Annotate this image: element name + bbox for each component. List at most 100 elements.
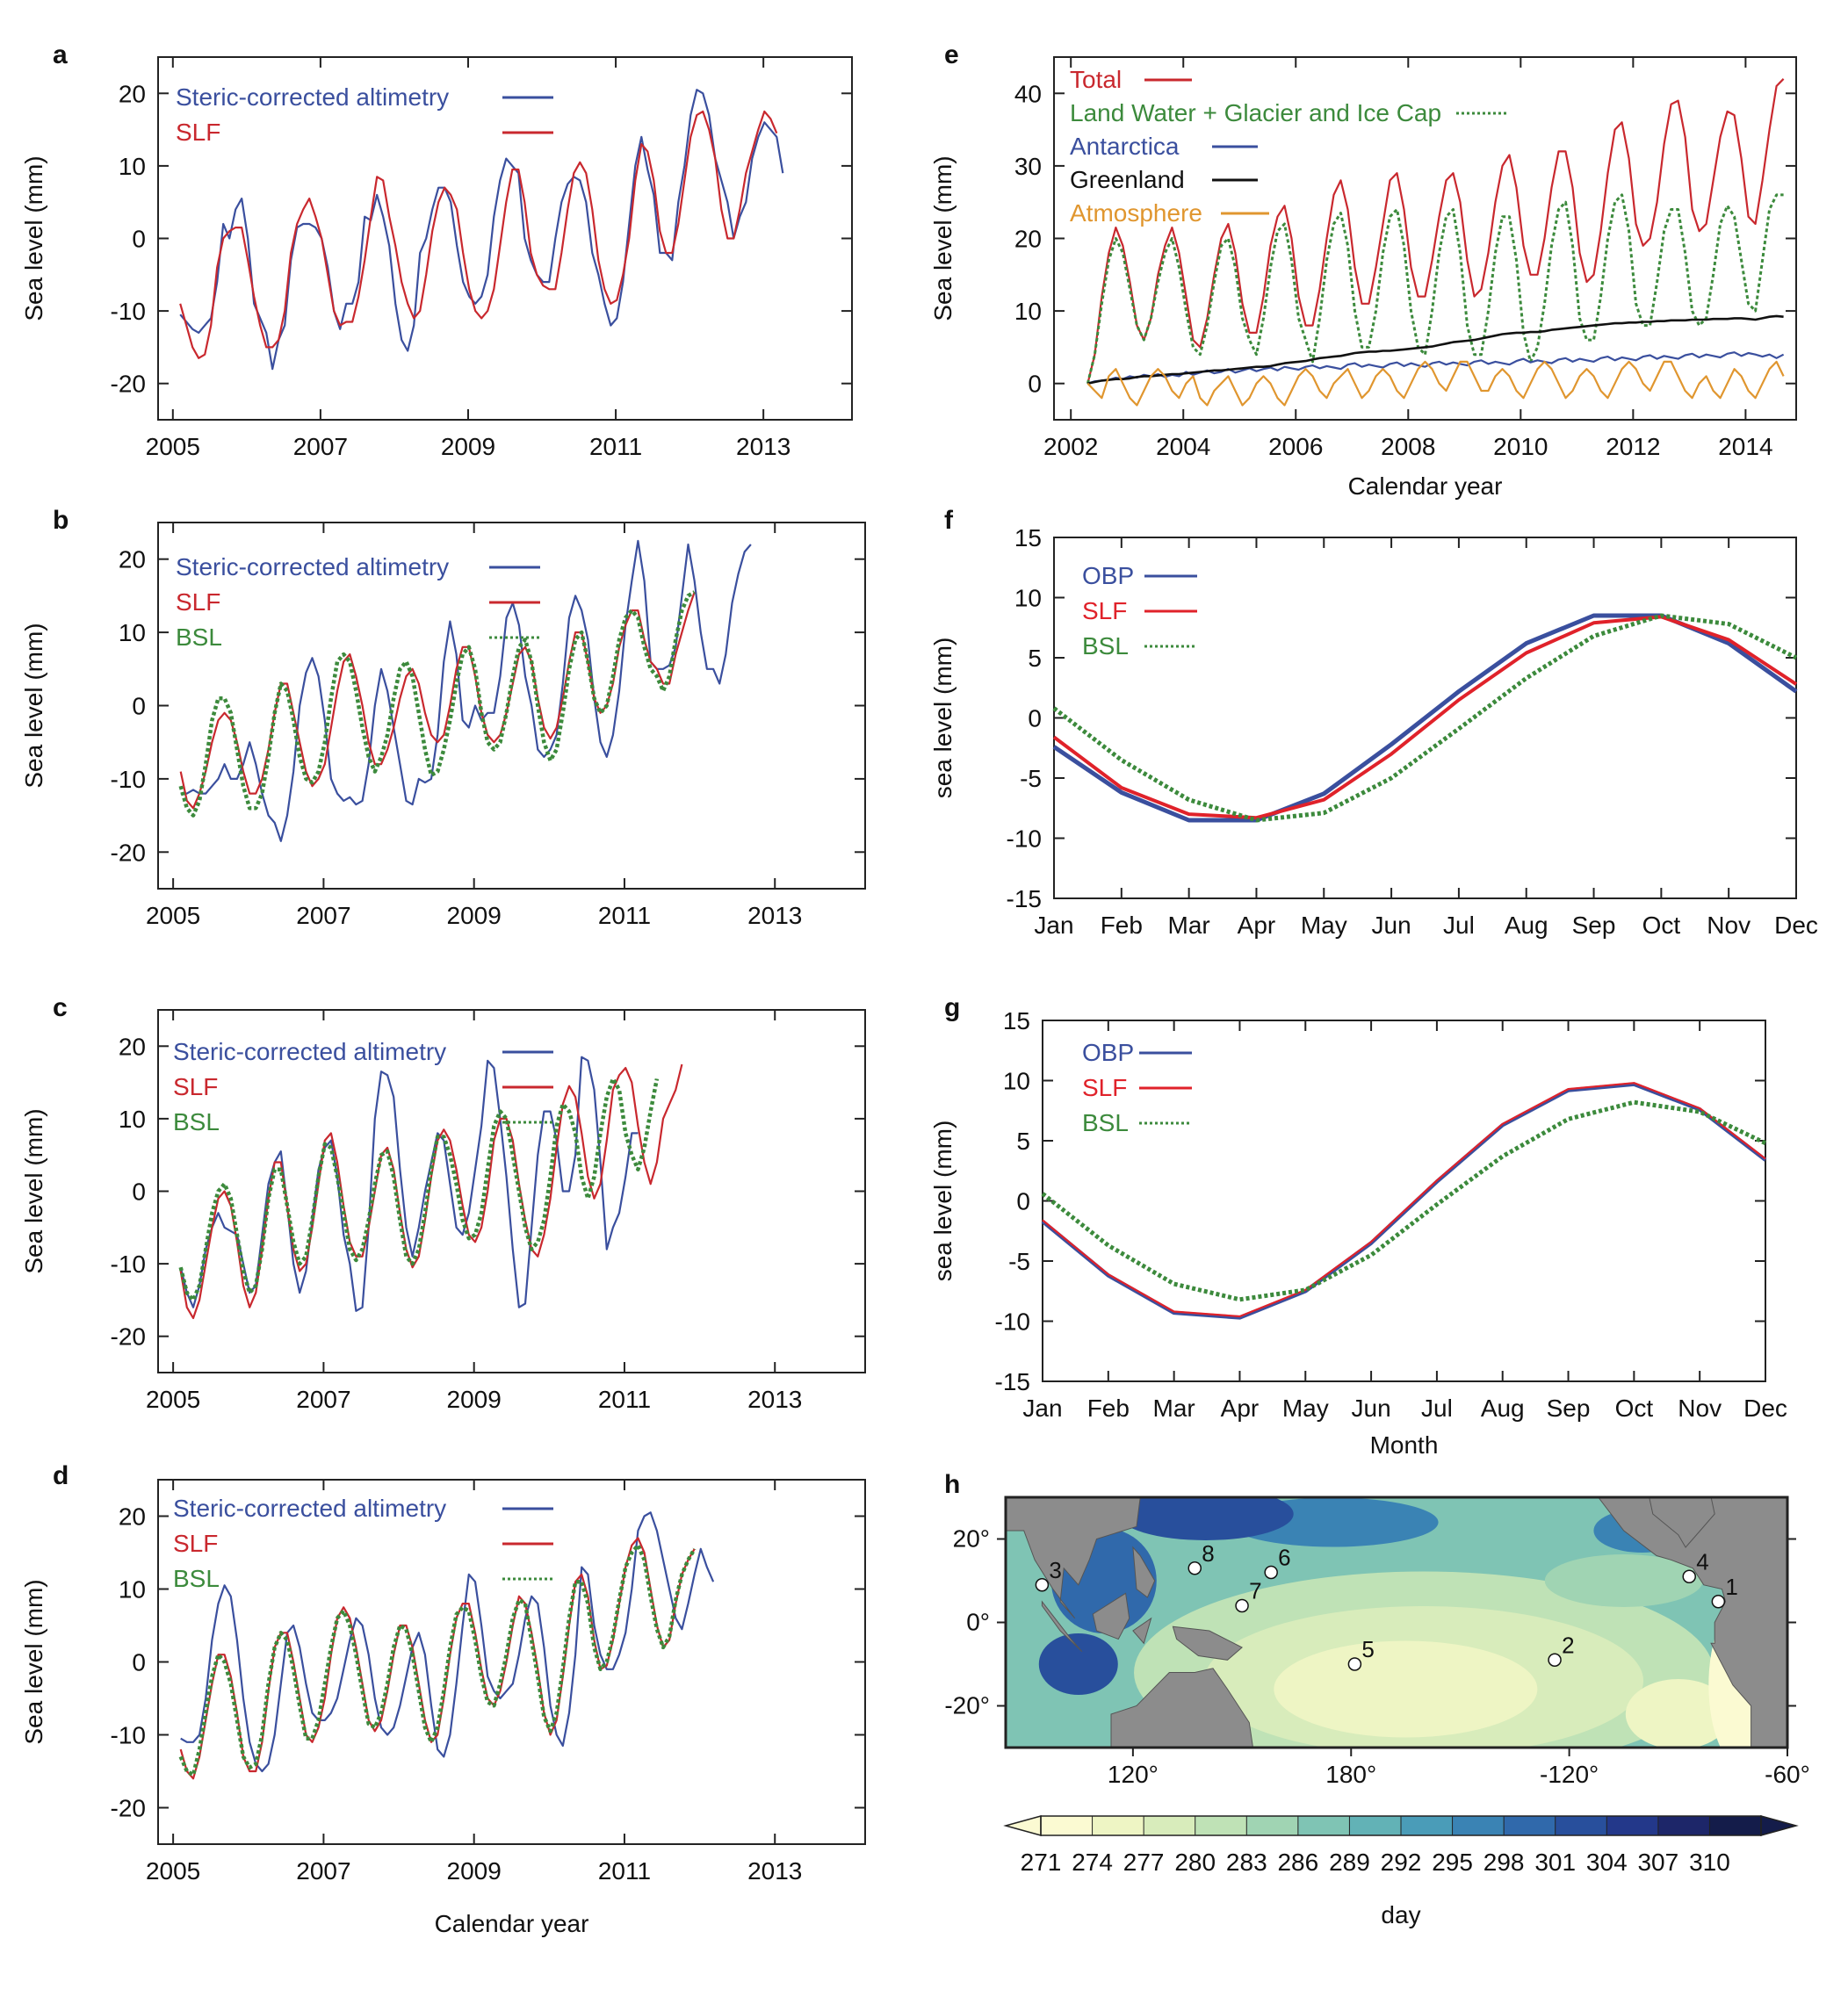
x-tick-label: 2011	[598, 1857, 651, 1885]
x-tick-label: 2007	[293, 433, 348, 460]
series-line-steric-corrected-altimetry	[179, 89, 784, 371]
y-tick-label: 10	[119, 153, 146, 180]
colorbar-tick-label: 271	[1021, 1849, 1062, 1876]
y-tick-label: 10	[1003, 1068, 1030, 1095]
colorbar-tick-label: 301	[1534, 1849, 1576, 1876]
x-tick-label: 2009	[447, 1857, 502, 1885]
land-mass	[1172, 1625, 1243, 1661]
x-axis-label: Month	[1370, 1431, 1439, 1459]
legend-label: SLF	[1082, 597, 1127, 624]
land-mass	[1132, 1617, 1152, 1645]
plot-frame	[157, 1009, 866, 1373]
legend-label: OBP	[1082, 562, 1134, 589]
x-tick-label: 2012	[1606, 433, 1660, 460]
colorbar-segment	[1606, 1816, 1659, 1835]
series-line-bsl	[178, 1077, 660, 1302]
station-marker	[1035, 1578, 1050, 1592]
station-marker	[1548, 1653, 1562, 1667]
colorbar-tick-label: 304	[1586, 1849, 1628, 1876]
panel-letter: h	[944, 1470, 960, 1499]
x-tick-label: 2007	[296, 902, 350, 929]
x-tick-label: Sep	[1572, 912, 1616, 939]
lon-tick-label: -120°	[1540, 1761, 1599, 1788]
panel-f: f -15 -10 -5 0 5 10 15 Jan Feb Mar Apr May Jun Jul Aug S…	[929, 506, 1818, 939]
y-tick-label: 10	[1014, 298, 1042, 325]
y-tick-label: 10	[119, 1106, 146, 1133]
legend-label: Steric-corrected altimetry	[173, 1495, 446, 1522]
x-tick-label: Sep	[1547, 1395, 1591, 1422]
lon-tick-label: -60°	[1765, 1761, 1810, 1788]
station-marker	[1187, 1561, 1202, 1575]
x-tick-label: Oct	[1615, 1395, 1654, 1422]
colorbar-segment	[1297, 1816, 1350, 1835]
y-tick-label: -10	[111, 1722, 146, 1749]
x-tick-label: Oct	[1642, 912, 1681, 939]
colorbar-label: day	[1381, 1901, 1420, 1928]
y-tick-label: 10	[119, 1576, 146, 1604]
y-tick-label: 20	[119, 1503, 146, 1531]
colorbar-tick-label: 280	[1174, 1849, 1216, 1876]
x-tick-label: Jun	[1372, 912, 1411, 939]
x-tick-label: Feb	[1087, 1395, 1130, 1422]
y-tick-label: 15	[1003, 1007, 1030, 1034]
colorbar-segment	[1349, 1816, 1402, 1835]
land-mass	[1132, 1546, 1156, 1598]
land-mass	[1041, 1600, 1083, 1653]
x-tick-label: 2005	[146, 902, 200, 929]
station-marker	[1711, 1595, 1726, 1609]
legend-label: Total	[1070, 66, 1122, 93]
x-tick-label: 2013	[747, 902, 802, 929]
series-line-slf	[1052, 615, 1798, 820]
contour-band	[1625, 1679, 1731, 1748]
y-axis-label: Sea level (mm)	[20, 1579, 47, 1744]
series-line-steric-corrected-altimetry	[179, 1056, 639, 1312]
plot-frame	[1042, 1020, 1766, 1382]
colorbar-segment	[1144, 1816, 1196, 1835]
x-tick-label: Jul	[1443, 912, 1475, 939]
x-tick-label: 2014	[1718, 433, 1772, 460]
y-axis-label: Sea level (mm)	[929, 155, 956, 321]
panel-letter: c	[53, 993, 68, 1022]
x-tick-label: Aug	[1481, 1395, 1525, 1422]
contour-band	[1038, 1633, 1118, 1695]
contour-band	[1544, 1554, 1703, 1607]
station-marker	[1264, 1565, 1278, 1580]
x-axis-label: Calendar year	[1348, 472, 1503, 500]
x-tick-label: Mar	[1168, 912, 1210, 939]
x-tick-label: Apr	[1221, 1395, 1260, 1422]
series-line-greenland	[1087, 314, 1784, 385]
y-axis-label: Sea level (mm)	[20, 155, 47, 321]
series-line-bsl	[178, 1543, 697, 1777]
land-mass	[1176, 1497, 1178, 1498]
x-tick-label: Dec	[1774, 912, 1818, 939]
y-tick-label: 0	[132, 693, 146, 720]
station-label: 2	[1562, 1632, 1574, 1658]
x-tick-label: Jun	[1352, 1395, 1391, 1422]
x-tick-label: 2009	[441, 433, 495, 460]
colorbar-segment	[1555, 1816, 1607, 1835]
lat-tick-label: 0°	[966, 1609, 990, 1636]
colorbar-segment	[1041, 1816, 1094, 1835]
land-mass	[1576, 1497, 1787, 1748]
x-tick-label: 2002	[1043, 433, 1098, 460]
colorbar-tick-label: 277	[1123, 1849, 1165, 1876]
panel-letter: e	[944, 40, 959, 69]
land-mass	[1649, 1497, 1715, 1548]
x-tick-label: Nov	[1707, 912, 1751, 939]
legend-label: Atmosphere	[1070, 199, 1202, 227]
legend-label: Steric-corrected altimetry	[176, 553, 449, 580]
y-tick-label: 20	[119, 80, 146, 107]
land-mass	[1110, 1668, 1254, 1748]
x-tick-label: 2009	[447, 1386, 502, 1413]
x-tick-label: Jul	[1421, 1395, 1453, 1422]
colorbar-tick-label: 286	[1277, 1849, 1318, 1876]
x-tick-label: Jan	[1022, 1395, 1062, 1422]
x-tick-label: 2004	[1156, 433, 1210, 460]
x-tick-label: 2007	[296, 1386, 350, 1413]
x-tick-label: 2011	[598, 1386, 651, 1413]
legend-label: Greenland	[1070, 166, 1185, 193]
station-label: 3	[1049, 1557, 1061, 1583]
lat-tick-label: -20°	[944, 1692, 990, 1719]
colorbar-segment	[1195, 1816, 1247, 1835]
